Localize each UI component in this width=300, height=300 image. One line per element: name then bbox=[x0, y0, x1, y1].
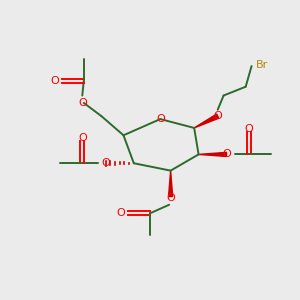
Text: O: O bbox=[101, 158, 110, 168]
Polygon shape bbox=[199, 152, 226, 157]
Text: O: O bbox=[50, 76, 59, 86]
Text: O: O bbox=[213, 111, 222, 121]
Text: O: O bbox=[116, 208, 125, 218]
Text: O: O bbox=[78, 133, 87, 143]
Polygon shape bbox=[194, 114, 219, 128]
Text: O: O bbox=[166, 193, 175, 203]
Text: O: O bbox=[78, 98, 87, 108]
Text: O: O bbox=[222, 149, 231, 159]
Text: Br: Br bbox=[256, 60, 268, 70]
Text: O: O bbox=[156, 114, 165, 124]
Text: O: O bbox=[244, 124, 253, 134]
Polygon shape bbox=[169, 171, 173, 196]
